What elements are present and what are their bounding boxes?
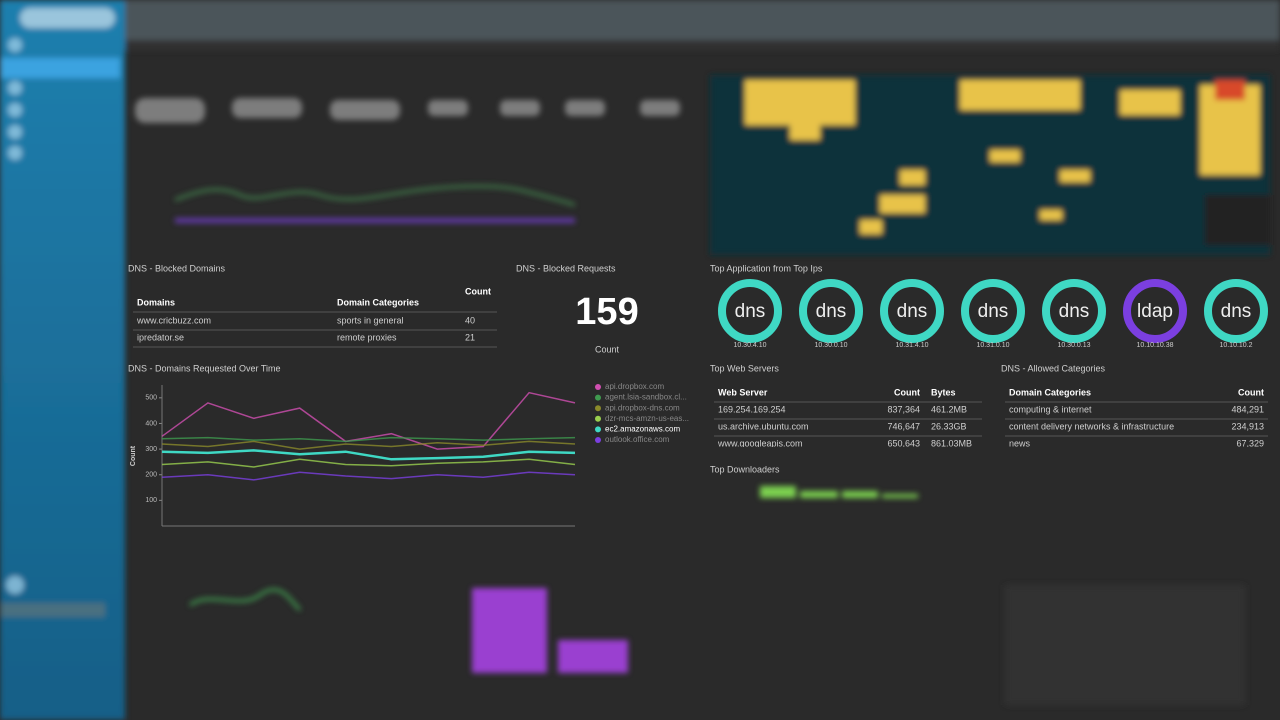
legend-swatch (595, 437, 601, 443)
table-cell: ipredator.se (137, 332, 184, 342)
donut-ip: 10.10.10.2 (1219, 342, 1252, 349)
table-cell: 861.03MB (931, 438, 972, 448)
table-cell: 746,647 (887, 421, 920, 431)
y-axis-label: Count (130, 445, 137, 466)
donut-label: dns (897, 301, 928, 322)
metric-value: 159 (575, 291, 638, 333)
table-cell: us.archive.ubuntu.com (718, 421, 809, 431)
donut-ring (961, 279, 1025, 343)
table-cell: 461.2MB (931, 404, 967, 414)
legend-swatch (595, 415, 601, 422)
table-cell: www.googleapis.com (717, 438, 803, 448)
legend-label: api.dropbox-dns.com (605, 403, 680, 412)
legend-label: dzr-mcs-amzn-us-eas... (605, 414, 689, 423)
table-cell: news (1009, 438, 1031, 448)
table-cell: 26.33GB (931, 421, 967, 431)
donut-label: dns (816, 301, 847, 322)
panel-title: DNS - Blocked Requests (516, 263, 616, 273)
series-line (161, 391, 576, 450)
column-header: Bytes (931, 387, 956, 397)
legend-label: agent.lsia-sandbox.cl... (605, 393, 687, 402)
donut-ring (1204, 279, 1268, 343)
legend-swatch (595, 384, 601, 390)
table-cell: 650,643 (887, 438, 920, 448)
y-tick-label: 500 (145, 395, 157, 402)
column-header: Count (465, 286, 491, 296)
series-line (161, 471, 576, 481)
y-tick-label: 200 (145, 472, 157, 479)
donut-ring (1123, 279, 1187, 343)
table-cell: 837,364 (887, 404, 920, 414)
y-tick-label: 100 (145, 497, 157, 504)
column-header: Count (1238, 387, 1264, 397)
column-header: Domains (137, 297, 175, 307)
series-line (161, 458, 576, 468)
legend-label: api.dropbox.com (605, 382, 664, 391)
table-cell: 40 (465, 315, 475, 325)
legend-swatch (595, 405, 601, 412)
metric-label: Count (595, 344, 620, 354)
donut-ip: 10.30.4.10 (733, 342, 766, 349)
donut-ip: 10.31.4.10 (895, 342, 928, 349)
donut-label: dns (978, 301, 1009, 322)
panel-title: DNS - Allowed Categories (1001, 363, 1106, 373)
legend-swatch (595, 426, 601, 433)
table-cell: content delivery networks & infrastructu… (1009, 421, 1174, 431)
donut-label: dns (1059, 301, 1090, 322)
donut-label: dns (1221, 301, 1252, 322)
series-line (161, 449, 576, 461)
donut-ip: 10.30.0.10 (814, 342, 847, 349)
panels: DNS - Blocked Domains DNS - Blocked Requ… (128, 263, 1106, 474)
table-cell: www.cricbuzz.com (136, 315, 211, 325)
donut-ring (880, 279, 944, 343)
table-cell: 234,913 (1231, 421, 1264, 431)
panel-title: Top Downloaders (710, 464, 780, 474)
legend-label: outlook.office.com (605, 435, 670, 444)
column-header: Domain Categories (1009, 387, 1091, 397)
panel-title: Top Application from Top Ips (710, 263, 823, 273)
column-header: Web Server (718, 387, 768, 397)
series-line (161, 436, 576, 443)
donut-ip: 10.30.0.13 (1057, 342, 1090, 349)
table-cell: remote proxies (337, 332, 397, 342)
panel-title: DNS - Blocked Domains (128, 263, 226, 273)
donut-ring (799, 279, 863, 343)
column-header: Count (894, 387, 920, 397)
y-tick-label: 400 (145, 420, 157, 427)
panel-title: Top Web Servers (710, 363, 779, 373)
table-cell: 169.254.169.254 (718, 404, 786, 414)
clipped-tables: Web Server Count Bytes 169.254.169.254 837,3… (714, 387, 1268, 448)
donut-ring (718, 279, 782, 343)
donut-label: dns (735, 301, 766, 322)
donut-ring (1042, 279, 1106, 343)
panel-title: DNS - Domains Requested Over Time (128, 363, 281, 373)
table-cell: 21 (465, 332, 475, 342)
table-cell: 484,291 (1231, 404, 1264, 414)
table-cell: computing & internet (1009, 404, 1092, 414)
table-cell: 67,329 (1236, 438, 1264, 448)
column-header: Domain Categories (337, 297, 419, 307)
y-tick-label: 300 (145, 446, 157, 453)
donut-ip: 10.10.10.38 (1137, 342, 1174, 349)
table-cell: sports in general (337, 315, 404, 325)
donut-label: ldap (1137, 301, 1173, 322)
donut-ip: 10.31.0.10 (976, 342, 1009, 349)
legend-swatch (595, 394, 601, 401)
series-line (161, 440, 576, 450)
legend-label: ec2.amazonaws.com (605, 425, 680, 434)
